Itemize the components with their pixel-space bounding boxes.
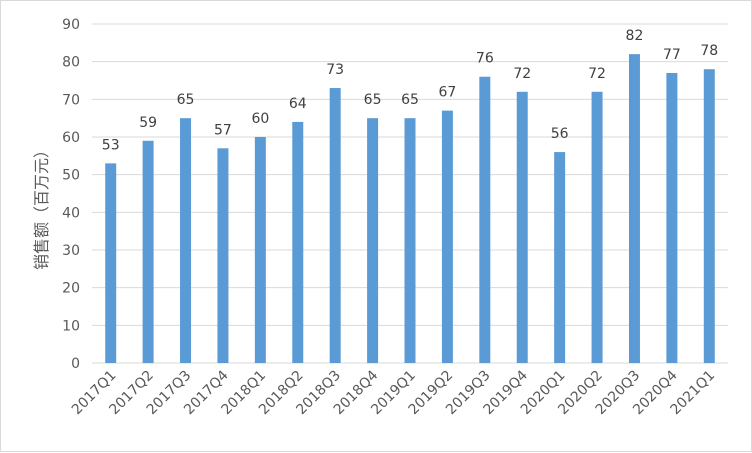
bar	[367, 118, 379, 364]
y-tick-label: 20	[62, 281, 80, 297]
bar	[217, 148, 229, 363]
y-tick-label: 50	[62, 168, 80, 184]
bar	[329, 88, 341, 364]
bars	[105, 54, 715, 364]
y-tick-label: 40	[62, 205, 80, 221]
y-tick-label: 80	[62, 55, 80, 71]
bar	[703, 69, 715, 363]
data-label: 56	[551, 126, 569, 142]
data-label: 65	[364, 92, 382, 108]
bar	[554, 152, 566, 363]
bar	[666, 72, 678, 363]
bar	[105, 163, 117, 363]
y-tick-label: 30	[62, 243, 80, 259]
bar	[628, 54, 640, 364]
data-label: 76	[476, 51, 494, 67]
bar	[591, 91, 603, 364]
data-label: 72	[588, 66, 606, 82]
y-tick-label: 70	[62, 92, 80, 108]
x-axis-ticks: 2017Q12017Q22017Q32017Q42018Q12018Q22018…	[69, 367, 718, 418]
bar	[142, 140, 154, 363]
data-label: 82	[626, 28, 644, 44]
bar	[292, 121, 304, 363]
data-label: 72	[513, 66, 531, 82]
y-axis-ticks: 0 10 20 30 40 50 60 70 80 90	[62, 17, 80, 372]
bar	[516, 91, 528, 364]
y-axis-label: 销售额（百万元）	[32, 142, 51, 270]
data-label: 78	[700, 43, 718, 59]
data-label: 65	[177, 92, 195, 108]
y-tick-label: 90	[62, 17, 80, 33]
data-label: 57	[214, 122, 232, 138]
y-tick-label: 0	[71, 356, 80, 372]
bar	[254, 137, 266, 363]
y-tick-label: 60	[62, 130, 80, 146]
bar	[441, 110, 453, 363]
bar	[180, 118, 192, 364]
data-label: 64	[289, 96, 307, 112]
data-label: 67	[438, 85, 456, 101]
bar	[404, 118, 416, 364]
data-label: 59	[139, 115, 157, 131]
data-label: 65	[401, 92, 419, 108]
data-label: 73	[326, 62, 344, 78]
y-tick-label: 10	[62, 318, 80, 334]
data-labels: 53 59 65 57 60 64 73 65 65 67 76 72 56 72 82 77 78	[102, 28, 718, 153]
data-label: 60	[251, 111, 269, 127]
bar	[479, 76, 491, 363]
data-label: 77	[663, 47, 681, 63]
data-label: 53	[102, 137, 120, 153]
